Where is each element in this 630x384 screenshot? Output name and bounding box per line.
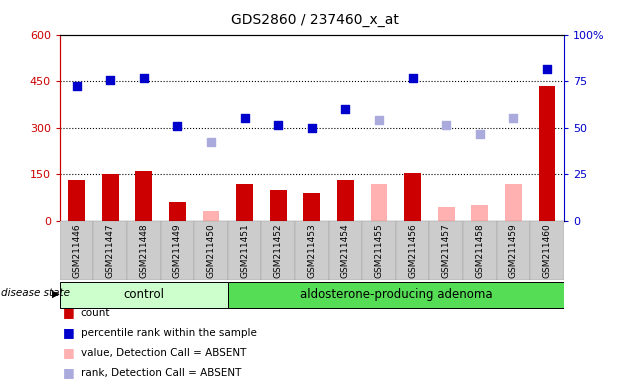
Point: [408, 75, 418, 81]
Point: [239, 115, 249, 121]
Point: [307, 124, 317, 131]
Text: GSM211457: GSM211457: [442, 223, 450, 278]
Bar: [370, 184, 387, 221]
Bar: [530, 221, 564, 280]
Bar: [102, 174, 118, 221]
Bar: [60, 221, 93, 280]
Text: GSM211452: GSM211452: [274, 223, 283, 278]
Point: [206, 139, 216, 145]
Point: [105, 76, 115, 83]
Text: GSM211451: GSM211451: [240, 223, 249, 278]
Bar: [404, 173, 421, 221]
Text: control: control: [123, 288, 164, 301]
Bar: [430, 221, 463, 280]
Text: ▶: ▶: [52, 288, 60, 298]
Bar: [261, 221, 295, 280]
Text: ■: ■: [63, 346, 75, 359]
Text: GSM211450: GSM211450: [207, 223, 215, 278]
Bar: [304, 193, 320, 221]
Bar: [329, 221, 362, 280]
Point: [139, 75, 149, 81]
Text: GSM211459: GSM211459: [509, 223, 518, 278]
Text: GSM211458: GSM211458: [476, 223, 484, 278]
Text: GSM211460: GSM211460: [542, 223, 551, 278]
Bar: [396, 221, 430, 280]
Point: [72, 83, 82, 89]
Bar: [135, 171, 152, 221]
Text: count: count: [81, 308, 110, 318]
Bar: [194, 221, 228, 280]
Text: value, Detection Call = ABSENT: value, Detection Call = ABSENT: [81, 348, 246, 358]
Bar: [93, 221, 127, 280]
Bar: [68, 180, 85, 221]
Point: [273, 121, 284, 127]
Bar: [161, 221, 194, 280]
Text: GSM211448: GSM211448: [139, 223, 148, 278]
Text: GSM211449: GSM211449: [173, 223, 182, 278]
Bar: [60, 282, 228, 308]
Bar: [438, 207, 455, 221]
Bar: [505, 184, 522, 221]
Point: [508, 115, 518, 121]
Bar: [337, 180, 354, 221]
Bar: [362, 221, 396, 280]
Text: GSM211455: GSM211455: [375, 223, 384, 278]
Bar: [203, 212, 219, 221]
Point: [475, 131, 485, 137]
Point: [340, 106, 350, 112]
Point: [441, 121, 451, 127]
Text: GSM211454: GSM211454: [341, 223, 350, 278]
Bar: [228, 221, 261, 280]
Point: [542, 66, 552, 72]
Text: percentile rank within the sample: percentile rank within the sample: [81, 328, 256, 338]
Bar: [270, 190, 287, 221]
Bar: [471, 205, 488, 221]
Text: GSM211453: GSM211453: [307, 223, 316, 278]
Text: ■: ■: [63, 366, 75, 379]
Text: GDS2860 / 237460_x_at: GDS2860 / 237460_x_at: [231, 13, 399, 27]
Text: GSM211447: GSM211447: [106, 223, 115, 278]
Text: ■: ■: [63, 326, 75, 339]
Text: disease state: disease state: [1, 288, 70, 298]
Bar: [496, 221, 530, 280]
Text: aldosterone-producing adenoma: aldosterone-producing adenoma: [299, 288, 492, 301]
Text: GSM211446: GSM211446: [72, 223, 81, 278]
Text: rank, Detection Call = ABSENT: rank, Detection Call = ABSENT: [81, 368, 241, 378]
Bar: [295, 221, 329, 280]
Bar: [236, 184, 253, 221]
Point: [374, 117, 384, 123]
Point: [173, 123, 183, 129]
Bar: [539, 86, 556, 221]
Bar: [169, 202, 186, 221]
Bar: [228, 282, 564, 308]
Bar: [463, 221, 496, 280]
Text: ■: ■: [63, 306, 75, 319]
Bar: [127, 221, 161, 280]
Text: GSM211456: GSM211456: [408, 223, 417, 278]
